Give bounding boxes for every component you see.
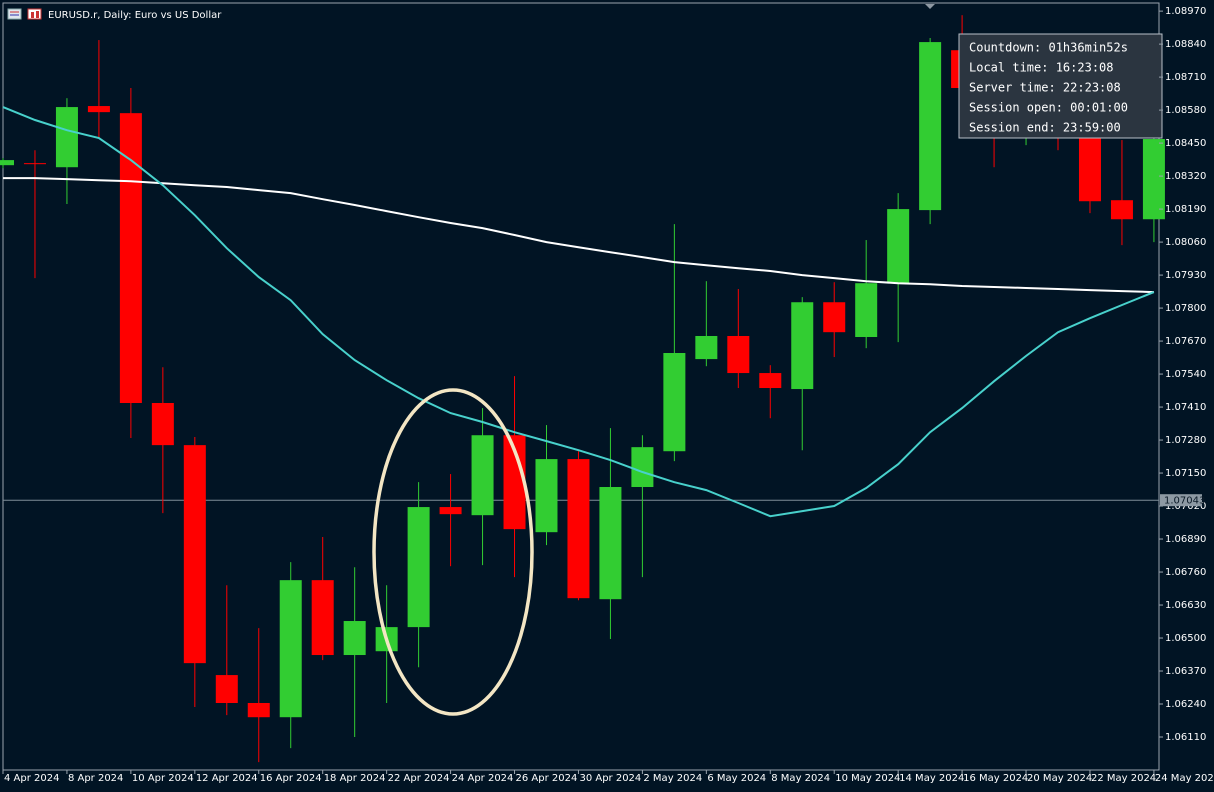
x-tick-label: 26 Apr 2024	[516, 773, 578, 784]
info-line: Countdown: 01h36min52s	[969, 41, 1128, 55]
x-tick-label: 10 May 2024	[835, 773, 900, 784]
candle-body	[855, 283, 878, 338]
candle-body	[279, 580, 302, 718]
candle-body	[183, 445, 206, 664]
highlight-ellipse	[372, 388, 534, 716]
candle-body	[119, 113, 142, 403]
info-line: Local time: 16:23:08	[969, 61, 1114, 75]
current-price-box	[1160, 494, 1202, 507]
candle-body	[0, 160, 14, 166]
y-tick-label: 1.07800	[1165, 303, 1206, 314]
marks	[0, 15, 1165, 763]
candle-body	[471, 435, 494, 516]
y-tick-label: 1.07410	[1165, 402, 1206, 413]
candle-body	[1110, 200, 1133, 220]
y-tick-label: 1.07150	[1165, 468, 1206, 479]
candle-body	[823, 302, 846, 333]
y-tick-label: 1.07670	[1165, 336, 1206, 347]
candle-body	[599, 487, 622, 600]
x-tick-label: 8 May 2024	[771, 773, 830, 784]
period-marker	[925, 4, 935, 9]
candle-body	[247, 702, 270, 718]
candle-body	[215, 675, 238, 703]
chart-icon	[27, 8, 42, 20]
y-tick-label: 1.07020	[1165, 501, 1206, 512]
y-tick-label: 1.08190	[1165, 204, 1206, 215]
x-tick-label: 6 May 2024	[707, 773, 766, 784]
candle-body	[535, 459, 558, 533]
y-tick-label: 1.08450	[1165, 138, 1206, 149]
candle-body	[343, 621, 366, 656]
candle-body	[407, 507, 430, 628]
x-tick-label: 2 May 2024	[643, 773, 702, 784]
y-tick-label: 1.06500	[1165, 633, 1206, 644]
y-tick-label: 1.07930	[1165, 270, 1206, 281]
candle-body	[151, 402, 174, 446]
x-tick-label: 22 Apr 2024	[388, 773, 450, 784]
candle-body	[55, 107, 78, 168]
info-line: Session end: 23:59:00	[969, 121, 1121, 135]
candle-body	[695, 335, 718, 360]
y-tick-label: 1.08710	[1165, 72, 1206, 83]
x-tick-label: 4 Apr 2024	[4, 773, 59, 784]
x-tick-label: 12 Apr 2024	[196, 773, 258, 784]
candle-body	[791, 302, 814, 390]
chart-title: EURUSD.r, Daily: Euro vs US Dollar	[48, 10, 222, 21]
x-tick-label: 14 May 2024	[899, 773, 964, 784]
x-tick-label: 16 May 2024	[963, 773, 1028, 784]
candle-body	[87, 106, 110, 113]
x-tick-label: 22 May 2024	[1091, 773, 1156, 784]
candle-body	[567, 459, 590, 599]
candle-body	[23, 163, 46, 165]
x-tick-label: 24 May 2024	[1155, 773, 1214, 784]
moving-average-line	[3, 177, 1154, 294]
y-tick-label: 1.08840	[1165, 39, 1206, 50]
x-tick-label: 18 Apr 2024	[324, 773, 386, 784]
x-tick-label: 8 Apr 2024	[68, 773, 123, 784]
y-tick-label: 1.06630	[1165, 600, 1206, 611]
menu-icon	[7, 8, 22, 20]
moving-average-line	[2, 106, 1155, 518]
chart-icon-bar	[36, 11, 39, 18]
y-tick-label: 1.07540	[1165, 369, 1206, 380]
y-tick-label: 1.06110	[1165, 732, 1206, 743]
info-line: Session open: 00:01:00	[969, 101, 1128, 115]
candle-body	[503, 435, 526, 530]
y-tick-label: 1.06890	[1165, 534, 1206, 545]
candle-body	[919, 42, 942, 211]
x-tick-label: 30 Apr 2024	[579, 773, 641, 784]
info-box-frame	[958, 33, 1163, 139]
candle-body	[311, 580, 334, 656]
candle-body	[631, 447, 654, 488]
candle-body	[759, 373, 782, 389]
candle-body	[1078, 125, 1101, 202]
y-tick-label: 1.07280	[1165, 435, 1206, 446]
current-price-label: 1.07043	[1164, 496, 1205, 507]
plot-frame	[2, 2, 1160, 771]
candle-body	[887, 209, 910, 284]
title-bar: EURUSD.r, Daily: Euro vs US Dollar	[7, 8, 222, 21]
info-box: Countdown: 01h36min52s Local time: 16:23:…	[958, 33, 1163, 139]
candle-body	[439, 507, 462, 515]
y-tick-label: 1.06370	[1165, 666, 1206, 677]
y-tick-label: 1.08060	[1165, 237, 1206, 248]
x-tick-label: 16 Apr 2024	[260, 773, 322, 784]
candle-body	[727, 335, 750, 374]
candle-body	[663, 352, 686, 452]
y-tick-label: 1.08580	[1165, 105, 1206, 116]
chart-icon-bar	[31, 12, 34, 18]
candle-body	[1142, 139, 1165, 220]
info-line: Server time: 22:23:08	[969, 81, 1121, 95]
y-tick-label: 1.08970	[1165, 6, 1206, 17]
x-tick-label: 10 Apr 2024	[132, 773, 194, 784]
y-tick-label: 1.08320	[1165, 171, 1206, 182]
y-tick-label: 1.06760	[1165, 567, 1206, 578]
x-tick-label: 24 Apr 2024	[452, 773, 514, 784]
y-tick-label: 1.06240	[1165, 699, 1206, 710]
x-tick-label: 20 May 2024	[1027, 773, 1092, 784]
